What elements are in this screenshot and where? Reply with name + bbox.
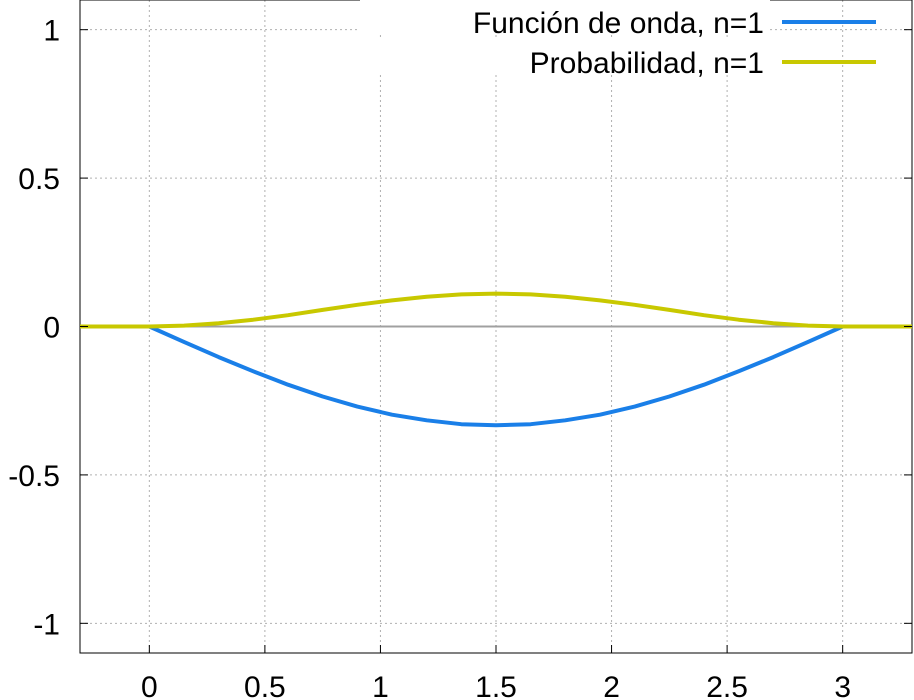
x-tick-label: 0 [141,671,158,700]
y-tick-label: 0 [43,312,60,345]
y-tick-label: -1 [33,608,60,641]
legend: Función de onda, n=1 Probabilidad, n=1 [360,0,876,80]
x-tick-label: 0.5 [244,671,286,700]
tick-labels: 0 0.5 1 1.5 2 2.5 3 1 0.5 0 -0.5 -1 [8,15,912,700]
x-tick-label: 2 [603,671,620,700]
x-tick-label: 1 [372,671,389,700]
legend-label: Función de onda, n=1 [473,7,764,40]
y-tick-label: -0.5 [8,460,60,493]
x-tick-label: 1.5 [475,671,517,700]
x-tick-label: 2.5 [706,671,748,700]
legend-bg [360,0,770,32]
legend-label: Probabilidad, n=1 [530,47,764,80]
legend-bg [360,40,770,72]
series-line-wavefunction [80,324,912,428]
y-tick-label: 1 [43,15,60,48]
y-tick-label: 0.5 [18,163,60,196]
series-layer [80,291,912,428]
series-line-probability [80,291,912,329]
x-tick-label: 3 [834,671,851,700]
